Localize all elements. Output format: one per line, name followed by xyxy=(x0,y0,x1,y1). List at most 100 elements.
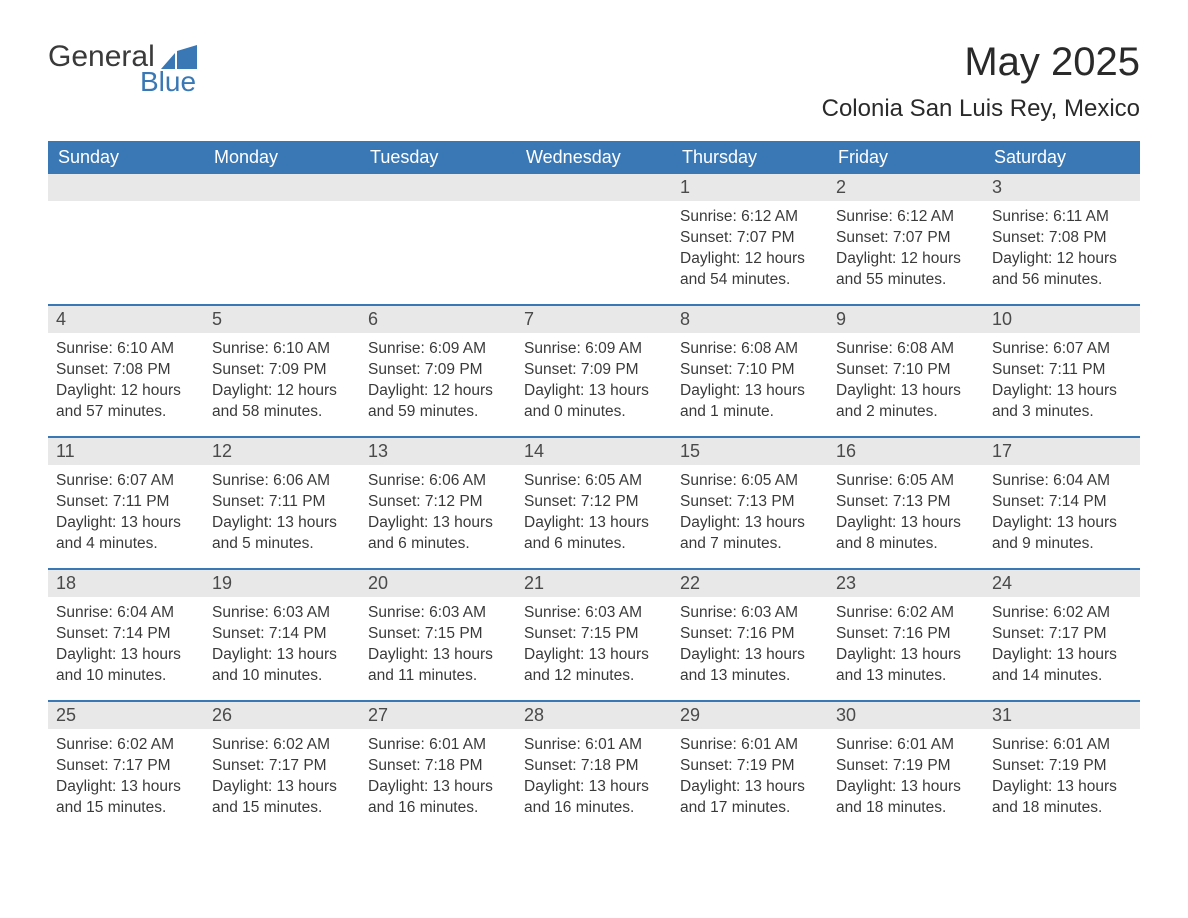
daylight-text: and 59 minutes. xyxy=(368,402,508,423)
day-header: Sunday xyxy=(48,141,204,174)
day-header: Tuesday xyxy=(360,141,516,174)
sunset-text: Sunset: 7:15 PM xyxy=(524,624,664,645)
day-cell: 20Sunrise: 6:03 AMSunset: 7:15 PMDayligh… xyxy=(360,570,516,700)
day-content: Sunrise: 6:08 AMSunset: 7:10 PMDaylight:… xyxy=(828,333,984,433)
day-number: 8 xyxy=(672,306,828,333)
day-content: Sunrise: 6:11 AMSunset: 7:08 PMDaylight:… xyxy=(984,201,1140,301)
day-number: 19 xyxy=(204,570,360,597)
day-number xyxy=(516,174,672,201)
day-number: 1 xyxy=(672,174,828,201)
daylight-text: and 14 minutes. xyxy=(992,666,1132,687)
day-number: 25 xyxy=(48,702,204,729)
day-cell: 31Sunrise: 6:01 AMSunset: 7:19 PMDayligh… xyxy=(984,702,1140,832)
daylight-text: Daylight: 13 hours xyxy=(524,645,664,666)
daylight-text: Daylight: 13 hours xyxy=(212,645,352,666)
day-number: 6 xyxy=(360,306,516,333)
daylight-text: and 17 minutes. xyxy=(680,798,820,819)
daylight-text: Daylight: 12 hours xyxy=(368,381,508,402)
day-number: 10 xyxy=(984,306,1140,333)
daylight-text: Daylight: 13 hours xyxy=(56,645,196,666)
sunrise-text: Sunrise: 6:12 AM xyxy=(836,207,976,228)
day-header: Saturday xyxy=(984,141,1140,174)
day-cell xyxy=(360,174,516,304)
day-cell xyxy=(48,174,204,304)
sunrise-text: Sunrise: 6:02 AM xyxy=(836,603,976,624)
daylight-text: Daylight: 13 hours xyxy=(368,777,508,798)
sunset-text: Sunset: 7:14 PM xyxy=(56,624,196,645)
daylight-text: Daylight: 13 hours xyxy=(524,777,664,798)
sunrise-text: Sunrise: 6:02 AM xyxy=(992,603,1132,624)
sunset-text: Sunset: 7:12 PM xyxy=(524,492,664,513)
day-cell: 13Sunrise: 6:06 AMSunset: 7:12 PMDayligh… xyxy=(360,438,516,568)
sunset-text: Sunset: 7:10 PM xyxy=(836,360,976,381)
sunset-text: Sunset: 7:15 PM xyxy=(368,624,508,645)
sunrise-text: Sunrise: 6:10 AM xyxy=(56,339,196,360)
sunset-text: Sunset: 7:13 PM xyxy=(836,492,976,513)
sunrise-text: Sunrise: 6:01 AM xyxy=(680,735,820,756)
page-header: General Blue May 2025 Colonia San Luis R… xyxy=(48,40,1140,123)
day-cell: 5Sunrise: 6:10 AMSunset: 7:09 PMDaylight… xyxy=(204,306,360,436)
sunset-text: Sunset: 7:11 PM xyxy=(56,492,196,513)
sunset-text: Sunset: 7:11 PM xyxy=(212,492,352,513)
sunset-text: Sunset: 7:14 PM xyxy=(992,492,1132,513)
day-cell: 11Sunrise: 6:07 AMSunset: 7:11 PMDayligh… xyxy=(48,438,204,568)
day-cell: 25Sunrise: 6:02 AMSunset: 7:17 PMDayligh… xyxy=(48,702,204,832)
daylight-text: and 1 minute. xyxy=(680,402,820,423)
month-title: May 2025 xyxy=(822,40,1140,85)
daylight-text: and 10 minutes. xyxy=(212,666,352,687)
sunrise-text: Sunrise: 6:07 AM xyxy=(56,471,196,492)
day-cell xyxy=(516,174,672,304)
day-content: Sunrise: 6:02 AMSunset: 7:17 PMDaylight:… xyxy=(204,729,360,829)
day-number: 27 xyxy=(360,702,516,729)
day-content: Sunrise: 6:08 AMSunset: 7:10 PMDaylight:… xyxy=(672,333,828,433)
daylight-text: Daylight: 13 hours xyxy=(212,777,352,798)
day-content: Sunrise: 6:01 AMSunset: 7:19 PMDaylight:… xyxy=(828,729,984,829)
day-header: Friday xyxy=(828,141,984,174)
daylight-text: and 7 minutes. xyxy=(680,534,820,555)
day-cell: 2Sunrise: 6:12 AMSunset: 7:07 PMDaylight… xyxy=(828,174,984,304)
day-number: 17 xyxy=(984,438,1140,465)
sunrise-text: Sunrise: 6:03 AM xyxy=(524,603,664,624)
title-block: May 2025 Colonia San Luis Rey, Mexico xyxy=(822,40,1140,123)
daylight-text: and 57 minutes. xyxy=(56,402,196,423)
sunrise-text: Sunrise: 6:08 AM xyxy=(836,339,976,360)
calendar-week: 11Sunrise: 6:07 AMSunset: 7:11 PMDayligh… xyxy=(48,436,1140,568)
day-cell: 1Sunrise: 6:12 AMSunset: 7:07 PMDaylight… xyxy=(672,174,828,304)
daylight-text: Daylight: 12 hours xyxy=(992,249,1132,270)
daylight-text: Daylight: 13 hours xyxy=(368,645,508,666)
sunset-text: Sunset: 7:17 PM xyxy=(212,756,352,777)
logo: General Blue xyxy=(48,40,197,98)
daylight-text: Daylight: 13 hours xyxy=(836,645,976,666)
day-cell: 27Sunrise: 6:01 AMSunset: 7:18 PMDayligh… xyxy=(360,702,516,832)
day-header: Thursday xyxy=(672,141,828,174)
day-cell: 24Sunrise: 6:02 AMSunset: 7:17 PMDayligh… xyxy=(984,570,1140,700)
sunrise-text: Sunrise: 6:06 AM xyxy=(368,471,508,492)
sunset-text: Sunset: 7:07 PM xyxy=(836,228,976,249)
sunset-text: Sunset: 7:09 PM xyxy=(524,360,664,381)
day-cell: 26Sunrise: 6:02 AMSunset: 7:17 PMDayligh… xyxy=(204,702,360,832)
day-number xyxy=(48,174,204,201)
sunset-text: Sunset: 7:16 PM xyxy=(836,624,976,645)
day-content: Sunrise: 6:10 AMSunset: 7:08 PMDaylight:… xyxy=(48,333,204,433)
sunrise-text: Sunrise: 6:02 AM xyxy=(212,735,352,756)
day-content: Sunrise: 6:01 AMSunset: 7:19 PMDaylight:… xyxy=(672,729,828,829)
daylight-text: and 9 minutes. xyxy=(992,534,1132,555)
daylight-text: and 13 minutes. xyxy=(680,666,820,687)
day-number: 2 xyxy=(828,174,984,201)
daylight-text: and 58 minutes. xyxy=(212,402,352,423)
sunrise-text: Sunrise: 6:05 AM xyxy=(680,471,820,492)
day-cell: 18Sunrise: 6:04 AMSunset: 7:14 PMDayligh… xyxy=(48,570,204,700)
day-content: Sunrise: 6:01 AMSunset: 7:19 PMDaylight:… xyxy=(984,729,1140,829)
day-header: Monday xyxy=(204,141,360,174)
day-number: 16 xyxy=(828,438,984,465)
day-cell: 7Sunrise: 6:09 AMSunset: 7:09 PMDaylight… xyxy=(516,306,672,436)
sunrise-text: Sunrise: 6:05 AM xyxy=(836,471,976,492)
sunrise-text: Sunrise: 6:08 AM xyxy=(680,339,820,360)
day-number: 3 xyxy=(984,174,1140,201)
day-cell: 17Sunrise: 6:04 AMSunset: 7:14 PMDayligh… xyxy=(984,438,1140,568)
sunrise-text: Sunrise: 6:01 AM xyxy=(368,735,508,756)
sunset-text: Sunset: 7:17 PM xyxy=(992,624,1132,645)
daylight-text: and 56 minutes. xyxy=(992,270,1132,291)
sunrise-text: Sunrise: 6:10 AM xyxy=(212,339,352,360)
daylight-text: Daylight: 12 hours xyxy=(212,381,352,402)
